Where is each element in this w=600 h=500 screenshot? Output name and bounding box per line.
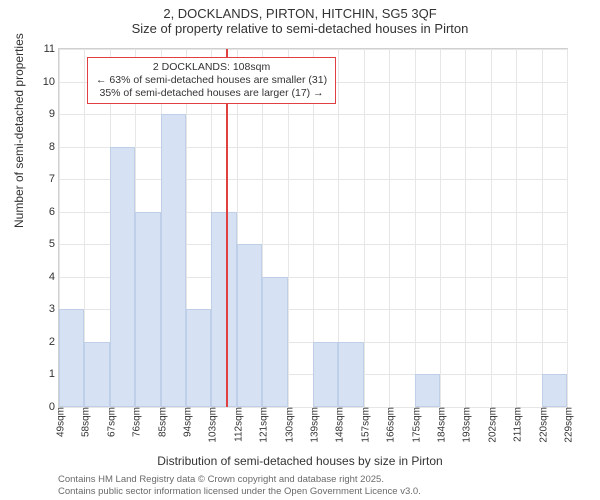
y-tick-label: 11 — [37, 43, 59, 55]
histogram-bar — [415, 374, 440, 407]
gridline-v — [440, 49, 441, 407]
y-axis-label: Number of semi-detached properties — [12, 33, 26, 228]
histogram-bar — [59, 309, 84, 407]
plot-area: 0123456789101149sqm58sqm67sqm76sqm85sqm9… — [58, 48, 568, 408]
x-tick-label: 67sqm — [102, 407, 117, 437]
gridline-v — [389, 49, 390, 407]
histogram-bar — [161, 114, 186, 407]
x-tick-label: 193sqm — [458, 407, 473, 443]
gridline-v — [491, 49, 492, 407]
x-tick-label: 58sqm — [77, 407, 92, 437]
gridline-v — [516, 49, 517, 407]
gridline-v — [542, 49, 543, 407]
x-tick-label: 94sqm — [179, 407, 194, 437]
annotation-line-3: 35% of semi-detached houses are larger (… — [96, 87, 327, 100]
footer-line-1: Contains HM Land Registry data © Crown c… — [58, 474, 421, 486]
histogram-chart: 2, DOCKLANDS, PIRTON, HITCHIN, SG5 3QF S… — [0, 0, 600, 500]
histogram-bar — [135, 212, 160, 407]
histogram-bar — [237, 244, 262, 407]
x-tick-label: 85sqm — [153, 407, 168, 437]
x-tick-label: 130sqm — [280, 407, 295, 443]
x-tick-label: 166sqm — [382, 407, 397, 443]
gridline-v — [465, 49, 466, 407]
x-tick-label: 148sqm — [331, 407, 346, 443]
x-tick-label: 139sqm — [306, 407, 321, 443]
histogram-bar — [262, 277, 287, 407]
y-tick-label: 6 — [37, 206, 59, 218]
y-tick-label: 5 — [37, 238, 59, 250]
title-line-2: Size of property relative to semi-detach… — [0, 21, 600, 36]
chart-title: 2, DOCKLANDS, PIRTON, HITCHIN, SG5 3QF S… — [0, 0, 600, 36]
y-tick-label: 3 — [37, 303, 59, 315]
histogram-bar — [84, 342, 109, 407]
gridline-v — [567, 49, 568, 407]
x-tick-label: 121sqm — [255, 407, 270, 443]
histogram-bar — [542, 374, 567, 407]
x-tick-label: 229sqm — [560, 407, 575, 443]
y-tick-label: 7 — [37, 173, 59, 185]
histogram-bar — [186, 309, 211, 407]
y-tick-label: 2 — [37, 336, 59, 348]
y-tick-label: 9 — [37, 108, 59, 120]
x-tick-label: 76sqm — [128, 407, 143, 437]
chart-footer: Contains HM Land Registry data © Crown c… — [58, 474, 421, 499]
annotation-line-1: 2 DOCKLANDS: 108sqm — [96, 61, 327, 74]
x-tick-label: 211sqm — [509, 407, 524, 442]
footer-line-2: Contains public sector information licen… — [58, 486, 421, 498]
gridline-v — [415, 49, 416, 407]
y-tick-label: 4 — [37, 271, 59, 283]
title-line-1: 2, DOCKLANDS, PIRTON, HITCHIN, SG5 3QF — [0, 6, 600, 21]
x-axis-label: Distribution of semi-detached houses by … — [0, 454, 600, 468]
x-tick-label: 112sqm — [229, 407, 244, 442]
y-tick-label: 1 — [37, 368, 59, 380]
x-tick-label: 49sqm — [52, 407, 67, 437]
y-tick-label: 8 — [37, 141, 59, 153]
annotation-box: 2 DOCKLANDS: 108sqm ← 63% of semi-detach… — [87, 57, 336, 104]
histogram-bar — [211, 212, 236, 407]
gridline-v — [364, 49, 365, 407]
x-tick-label: 184sqm — [433, 407, 448, 443]
x-tick-label: 103sqm — [204, 407, 219, 443]
x-tick-label: 220sqm — [534, 407, 549, 443]
x-tick-label: 157sqm — [356, 407, 371, 443]
y-tick-label: 10 — [37, 76, 59, 88]
histogram-bar — [313, 342, 338, 407]
histogram-bar — [110, 147, 135, 407]
x-tick-label: 175sqm — [407, 407, 422, 443]
annotation-line-2: ← 63% of semi-detached houses are smalle… — [96, 74, 327, 87]
histogram-bar — [338, 342, 363, 407]
x-tick-label: 202sqm — [483, 407, 498, 443]
